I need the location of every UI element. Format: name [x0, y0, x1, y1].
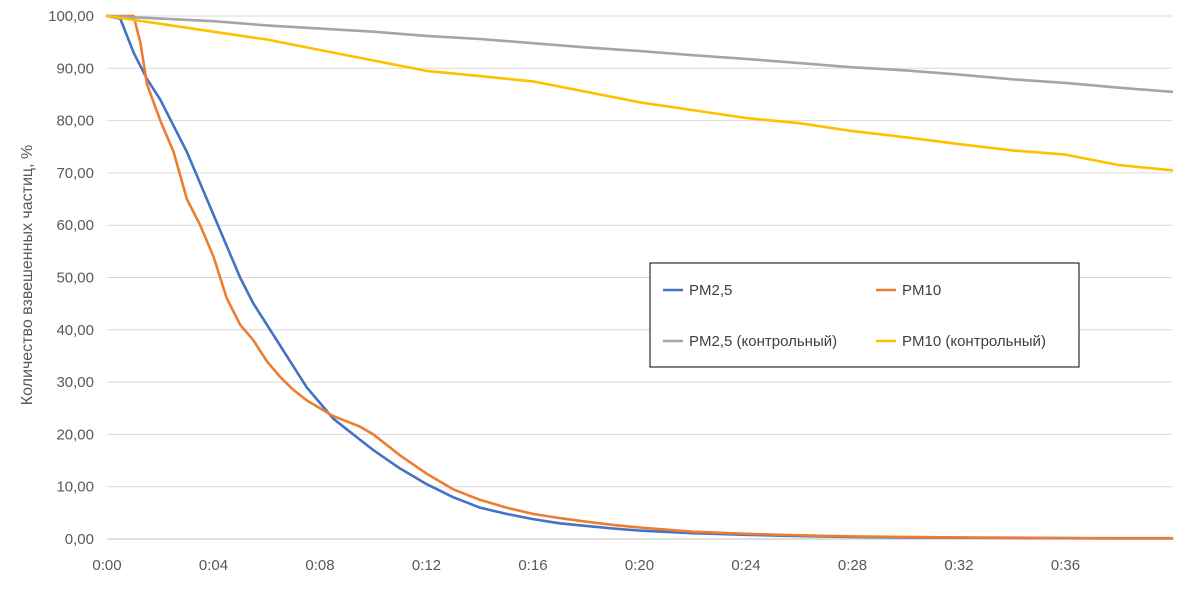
y-tick-label: 10,00 — [56, 479, 94, 496]
gridlines — [107, 15, 1172, 540]
series-line-3 — [105, 14, 1174, 94]
y-axis-title: Количество взвешенных частиц, % — [19, 145, 36, 405]
x-tick-label: 0:00 — [92, 557, 121, 574]
y-tick-label: 60,00 — [56, 217, 94, 234]
series-line-4 — [105, 14, 1174, 172]
legend-label: PM2,5 — [689, 282, 732, 299]
x-tick-label: 0:04 — [199, 557, 228, 574]
series-lines — [105, 14, 1174, 540]
y-tick-label: 70,00 — [56, 165, 94, 182]
y-tick-label: 80,00 — [56, 113, 94, 130]
legend-label: PM10 — [902, 282, 941, 299]
x-axis-ticks: 0:00 0:04 0:08 0:12 0:16 0:20 0:24 0:28 0:32 0:36 — [92, 557, 1080, 574]
y-axis-ticks: 0,00 10,00 20,00 30,00 40,00 50,00 60,00 70,00 8… — [48, 8, 94, 548]
y-tick-label: 40,00 — [56, 322, 94, 339]
legend-box — [649, 262, 1080, 368]
x-tick-label: 0:08 — [305, 557, 334, 574]
y-tick-label: 50,00 — [56, 270, 94, 287]
x-tick-label: 0:20 — [625, 557, 654, 574]
y-tick-label: 100,00 — [48, 8, 94, 25]
y-tick-label: 20,00 — [56, 426, 94, 443]
x-tick-label: 0:24 — [731, 557, 760, 574]
y-tick-label: 0,00 — [65, 531, 94, 548]
legend-label: PM2,5 (контрольный) — [689, 333, 837, 350]
x-tick-label: 0:28 — [838, 557, 867, 574]
y-tick-label: 90,00 — [56, 60, 94, 77]
x-tick-label: 0:36 — [1051, 557, 1080, 574]
x-tick-label: 0:32 — [944, 557, 973, 574]
y-tick-label: 30,00 — [56, 374, 94, 391]
x-tick-label: 0:16 — [518, 557, 547, 574]
legend: PM2,5 PM10 PM2,5 (контрольный) PM10 (контро… — [649, 262, 1080, 368]
legend-label: PM10 (контрольный) — [902, 333, 1046, 350]
series-line-2 — [105, 14, 1174, 540]
x-tick-label: 0:12 — [412, 557, 441, 574]
